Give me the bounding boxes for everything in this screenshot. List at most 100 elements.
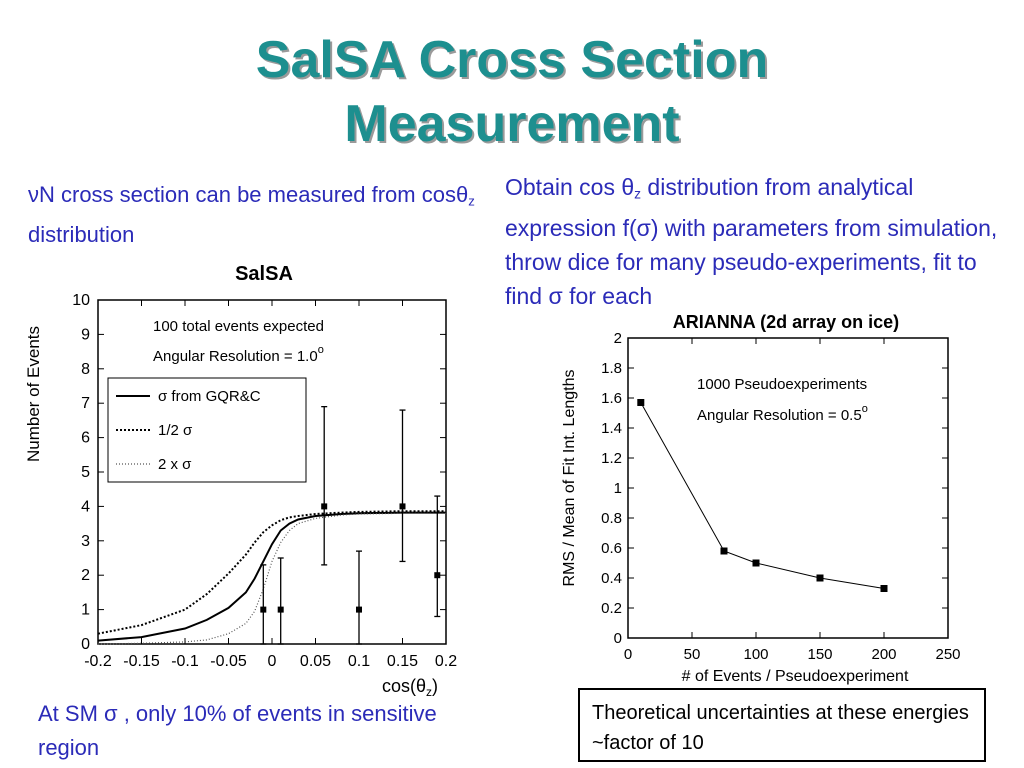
y-tick-label: 1.2 xyxy=(601,450,622,467)
y-tick-label: 0 xyxy=(81,636,90,653)
y-tick-label: 4 xyxy=(81,498,90,515)
x-tick-label: -0.05 xyxy=(210,653,247,670)
y-tick-label: 0.2 xyxy=(601,600,622,617)
data-point xyxy=(277,606,284,613)
data-point xyxy=(880,585,888,592)
y-tick-label: 1.6 xyxy=(601,390,622,407)
right-text-part-3: ) with parameters from simulation, throw… xyxy=(505,215,998,310)
series xyxy=(637,399,888,592)
y-tick-label: 1 xyxy=(81,602,90,619)
bottom-text: At SM σ , only 10% of events in sensitiv… xyxy=(38,697,478,765)
y-tick-label: 10 xyxy=(72,292,90,309)
degree-mark: o xyxy=(318,344,324,356)
y-axis: 0 1 2 3 4 5 6 7 8 9 10 xyxy=(72,292,446,653)
x-tick-label: -0.15 xyxy=(123,653,160,670)
theta-symbol: θ xyxy=(455,182,469,207)
y-tick-label: 6 xyxy=(81,430,90,447)
y-tick-label: 1 xyxy=(614,480,622,497)
y-tick-label: 0.4 xyxy=(601,570,622,587)
x-tick-label: 50 xyxy=(684,646,701,663)
x-tick-label: 0 xyxy=(624,646,632,663)
y-tick-label: 8 xyxy=(81,361,90,378)
data-point xyxy=(434,572,441,579)
left-text-part-1: N cross section can be measured from cos xyxy=(39,182,456,207)
angular-resolution-label: Angular Resolution = 1.0 xyxy=(153,348,318,365)
data-point xyxy=(399,503,406,510)
theta-subscript: z xyxy=(634,186,642,202)
x-tick-label: 0 xyxy=(268,653,277,670)
sigma-symbol: σ xyxy=(104,701,118,726)
y-tick-label: 0 xyxy=(614,630,622,647)
y-tick-label: 3 xyxy=(81,533,90,550)
y-tick-label: 0.8 xyxy=(601,510,622,527)
x-tick-label: 100 xyxy=(743,646,768,663)
series-line xyxy=(640,402,885,589)
legend-label-half-sigma: 1/2 σ xyxy=(158,422,193,439)
x-tick-label: 0.1 xyxy=(348,653,370,670)
y-axis-label: RMS / Mean of Fit Int. Lengths xyxy=(561,370,578,587)
left-text: νN cross section can be measured from co… xyxy=(28,178,488,252)
annotation-angular-resolution: Angular Resolution = 1.0o xyxy=(153,344,324,365)
annotation-angular-resolution: Angular Resolution = 0.5o xyxy=(697,403,868,424)
sigma-symbol: σ xyxy=(548,283,563,310)
right-text-part-1: Obtain cos xyxy=(505,174,622,200)
right-text-part-2: distribution from analytical expression … xyxy=(505,174,914,242)
x-tick-label: 150 xyxy=(807,646,832,663)
y-tick-label: 5 xyxy=(81,464,90,481)
curve-dashed xyxy=(97,510,446,635)
x-tick-label: 0.2 xyxy=(435,653,457,670)
curve-solid xyxy=(97,511,446,642)
data-point xyxy=(816,574,824,582)
y-axis-label: Number of Events xyxy=(24,326,43,462)
theta-symbol: θ xyxy=(621,174,635,200)
x-tick-label: 250 xyxy=(935,646,960,663)
y-tick-label: 7 xyxy=(81,395,90,412)
y-axis: 0 0.2 0.4 0.6 0.8 1 1.2 1.4 1.6 1.8 2 xyxy=(601,330,948,647)
curves xyxy=(97,510,446,645)
x-axis-label: cos(θz) xyxy=(382,676,438,699)
title-line-1: SalSA Cross Section xyxy=(255,31,769,89)
degree-mark: o xyxy=(862,403,868,415)
theta-subscript: z xyxy=(468,193,475,209)
data-point xyxy=(321,503,328,510)
x-axis: -0.2 -0.15 -0.1 -0.05 0 0.05 0.1 0.15 0.2 xyxy=(84,300,457,670)
annotation-pseudoexperiments: 1000 Pseudoexperiments xyxy=(697,376,867,393)
data-point xyxy=(720,547,728,555)
slide-title: SalSA Cross Section Measurement xyxy=(0,28,1024,156)
x-tick-label: -0.1 xyxy=(171,653,199,670)
nu-symbol: ν xyxy=(28,182,39,207)
curve-dotted xyxy=(97,512,446,645)
x-tick-label: 0.15 xyxy=(387,653,418,670)
x-axis: 0 50 100 150 200 250 xyxy=(624,338,961,663)
y-tick-label: 9 xyxy=(81,326,90,343)
uncertainty-note: Theoretical uncertainties at these energ… xyxy=(578,688,986,762)
x-axis-label: # of Events / Pseudoexperiment xyxy=(682,668,909,685)
angular-resolution-label: Angular Resolution = 0.5 xyxy=(697,407,862,424)
right-text-part-4: for each xyxy=(562,283,653,310)
left-text-part-2: distribution xyxy=(28,222,135,248)
sigma-symbol: σ xyxy=(636,215,651,242)
x-tick-label: 200 xyxy=(871,646,896,663)
y-tick-label: 1.8 xyxy=(601,360,622,377)
legend-label-gqrc: σ from GQR&C xyxy=(158,388,261,405)
chart-title: SalSA xyxy=(235,263,293,285)
x-tick-label: -0.2 xyxy=(84,653,112,670)
y-tick-label: 2 xyxy=(614,330,622,347)
legend-label-double-sigma: 2 x σ xyxy=(158,456,192,473)
data-point xyxy=(260,606,267,613)
legend: σ from GQR&C 1/2 σ 2 x σ xyxy=(107,377,307,483)
x-tick-label: 0.05 xyxy=(300,653,331,670)
chart-title: ARIANNA (2d array on ice) xyxy=(673,312,899,332)
y-tick-label: 0.6 xyxy=(601,540,622,557)
data-points xyxy=(260,405,441,645)
right-text: Obtain cos θz distribution from analytic… xyxy=(505,170,1020,313)
bottom-text-part-1: At SM xyxy=(38,701,105,726)
annotation-total-events: 100 total events expected xyxy=(153,318,324,335)
data-point xyxy=(752,559,760,567)
bottom-text-part-2: , only 10% of events in sensitive region xyxy=(38,701,437,760)
title-line-2: Measurement xyxy=(344,95,680,153)
y-tick-label: 1.4 xyxy=(601,420,622,437)
y-tick-label: 2 xyxy=(81,567,90,584)
